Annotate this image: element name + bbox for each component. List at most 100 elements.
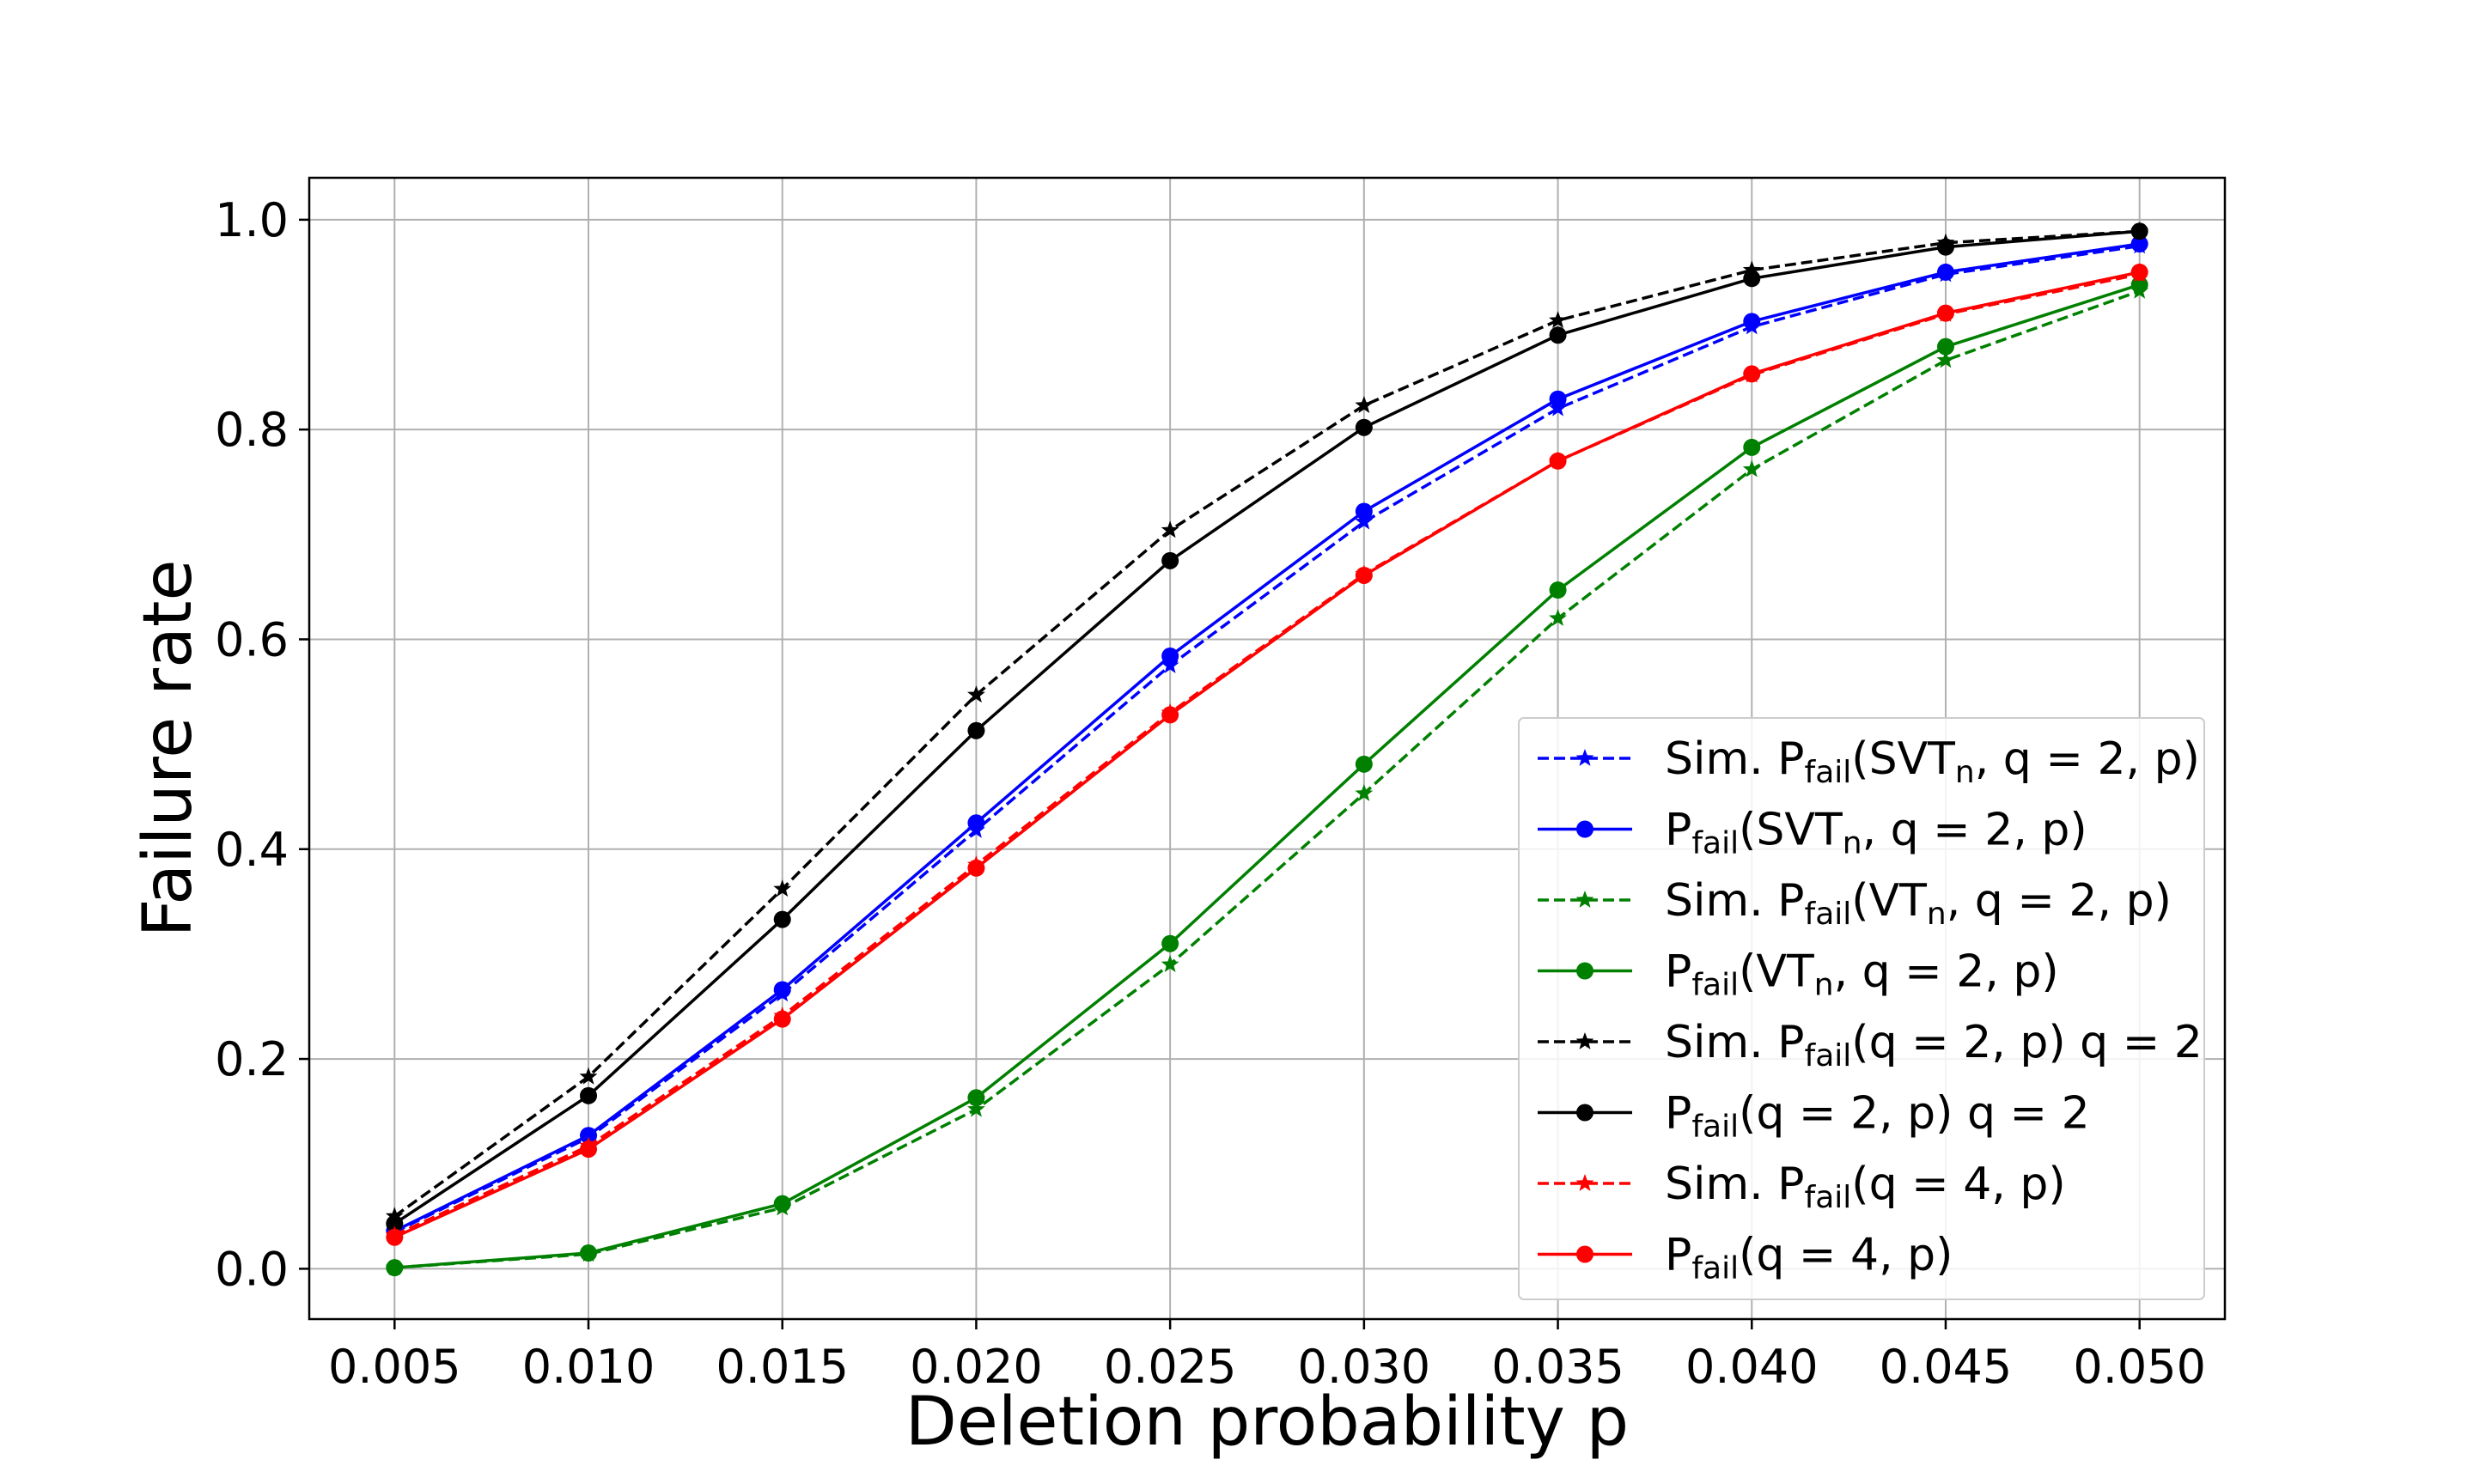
data-point xyxy=(2130,234,2148,252)
legend-label: Sim. Pfail(SVTn, q = 2, p) xyxy=(1665,733,2200,790)
data-point xyxy=(1576,820,1593,838)
data-point xyxy=(773,1195,791,1213)
series-line xyxy=(394,289,2141,1269)
y-tick-label: 0.2 xyxy=(215,1032,289,1086)
data-point xyxy=(1576,962,1593,980)
series-line xyxy=(393,271,2141,1239)
data-point xyxy=(2130,263,2148,281)
data-point xyxy=(1549,311,1567,328)
legend-label: Sim. Pfail(q = 2, p) q = 2 xyxy=(1665,1017,2203,1073)
x-tick-label: 0.005 xyxy=(328,1340,461,1394)
y-axis-label: Failure rate xyxy=(130,560,207,938)
y-tick-label: 0.4 xyxy=(215,823,289,877)
x-axis-ticks: 0.005 0.010 0.015 0.020 0.025 0.030 0.035 0.040… xyxy=(328,1319,2206,1394)
data-point xyxy=(1742,459,1761,477)
data-point xyxy=(967,721,985,739)
data-point xyxy=(967,1089,985,1107)
data-point xyxy=(1576,1104,1593,1122)
data-point xyxy=(580,1244,598,1262)
x-tick-label: 0.035 xyxy=(1491,1340,1624,1394)
data-point xyxy=(1161,955,1179,972)
series-pfail-vt xyxy=(386,276,2148,1277)
data-point xyxy=(1575,891,1594,908)
legend-entry: Pfail(SVTn, q = 2, p) xyxy=(1538,805,2087,861)
data-point xyxy=(967,1099,985,1117)
data-point xyxy=(1743,313,1761,331)
y-tick-label: 0.8 xyxy=(215,403,289,457)
legend-entry: Sim. Pfail(SVTn, q = 2, p) xyxy=(1538,733,2200,790)
data-point xyxy=(1575,749,1594,766)
data-point xyxy=(773,910,791,928)
y-axis-ticks: 0.0 0.2 0.4 0.6 0.8 1.0 xyxy=(215,193,309,1296)
data-point xyxy=(386,1259,404,1277)
data-point xyxy=(2130,222,2148,240)
data-point xyxy=(1355,512,1374,530)
legend-label: Pfail(VTn, q = 2, p) xyxy=(1665,946,2059,1003)
data-point xyxy=(1576,1245,1593,1263)
series-pfail-q4 xyxy=(386,263,2148,1246)
data-point xyxy=(773,1010,791,1028)
legend-label: Pfail(q = 4, p) xyxy=(1665,1230,1953,1286)
data-point xyxy=(1355,418,1373,436)
data-point xyxy=(1161,706,1179,724)
data-point xyxy=(1355,755,1373,773)
data-point xyxy=(1575,1032,1594,1049)
data-point xyxy=(1161,648,1179,666)
x-tick-label: 0.015 xyxy=(716,1340,849,1394)
legend-entry: Sim. Pfail(q = 4, p) xyxy=(1538,1159,2066,1215)
data-point xyxy=(1549,452,1567,470)
data-point xyxy=(1549,609,1567,626)
data-point xyxy=(1936,263,1954,281)
series-line xyxy=(393,229,2140,1226)
data-point xyxy=(967,814,985,832)
data-point xyxy=(1742,260,1761,278)
data-point xyxy=(1743,270,1761,288)
legend-entry: Sim. Pfail(VTn, q = 2, p) xyxy=(1538,875,2172,932)
data-point xyxy=(1575,1174,1594,1191)
legend-entry: Pfail(VTn, q = 2, p) xyxy=(1538,946,2059,1003)
data-point xyxy=(773,879,792,897)
series-line xyxy=(393,242,2140,1232)
data-point xyxy=(1355,566,1373,584)
legend-label: Sim. Pfail(VTn, q = 2, p) xyxy=(1665,875,2172,932)
data-point xyxy=(1355,502,1373,520)
data-point xyxy=(1936,350,1955,368)
legend-label: Pfail(SVTn, q = 2, p) xyxy=(1665,805,2087,861)
data-point xyxy=(1161,551,1179,569)
data-point xyxy=(1161,520,1179,538)
data-point xyxy=(1549,326,1567,344)
plot-frame xyxy=(308,176,2227,1321)
x-axis-label: Deletion probability p xyxy=(905,1384,1629,1461)
data-point xyxy=(579,1067,598,1085)
x-tick-label: 0.025 xyxy=(1104,1340,1237,1394)
data-point xyxy=(1355,784,1374,801)
series-layer xyxy=(385,222,2149,1277)
x-tick-label: 0.030 xyxy=(1298,1340,1431,1394)
data-point xyxy=(386,1228,404,1246)
y-tick-label: 0.0 xyxy=(215,1242,289,1296)
data-point xyxy=(1936,338,1954,356)
data-point xyxy=(580,1140,598,1159)
legend-entry: Pfail(q = 4, p) xyxy=(1538,1230,1953,1286)
data-point xyxy=(1549,390,1567,408)
series-line xyxy=(394,283,2141,1269)
x-tick-label: 0.040 xyxy=(1685,1340,1819,1394)
data-point xyxy=(580,1086,598,1104)
data-point xyxy=(967,859,985,877)
data-point xyxy=(773,981,791,999)
data-point xyxy=(386,1214,404,1232)
data-point xyxy=(1743,438,1761,456)
series-line xyxy=(393,244,2140,1234)
legend-label: Sim. Pfail(q = 4, p) xyxy=(1665,1159,2066,1215)
data-point xyxy=(967,685,985,703)
legend: Sim. Pfail(SVTn, q = 2, p) Pfail(SVTn, q … xyxy=(1518,717,2205,1300)
data-point xyxy=(1355,396,1374,413)
data-point xyxy=(1936,238,1954,256)
legend-label: Pfail(q = 2, p) q = 2 xyxy=(1665,1088,2090,1145)
data-point xyxy=(1549,581,1567,599)
series-line xyxy=(393,229,2140,1218)
series-pfail-q2 xyxy=(386,222,2148,1232)
y-tick-label: 0.6 xyxy=(215,612,289,666)
y-tick-label: 1.0 xyxy=(215,193,289,247)
